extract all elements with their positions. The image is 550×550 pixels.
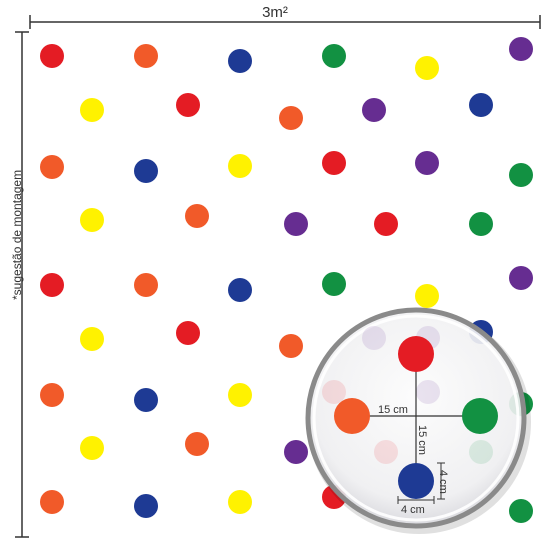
purple-dot (284, 212, 308, 236)
magnifier (305, 307, 531, 534)
green-dot (509, 499, 533, 523)
mounting-suggestion-note: *sugestão de montagem (10, 169, 24, 300)
yellow-dot (415, 56, 439, 80)
orange-dot (279, 334, 303, 358)
red-dot-faded (322, 380, 346, 404)
purple-dot-faded (362, 326, 386, 350)
purple-dot (284, 440, 308, 464)
yellow-dot (228, 490, 252, 514)
blue-dot (469, 93, 493, 117)
green-dot (322, 272, 346, 296)
blue-dot (134, 159, 158, 183)
orange-dot (40, 155, 64, 179)
yellow-dot (228, 154, 252, 178)
dot-height-label: 4 cm (437, 470, 449, 494)
yellow-dot (80, 327, 104, 351)
orange-dot (279, 106, 303, 130)
dot-width-label: 4 cm (401, 504, 425, 516)
red-dot (322, 151, 346, 175)
dot-pattern (40, 37, 533, 523)
blue-dot (134, 494, 158, 518)
magnifier-inner-rim (312, 314, 520, 522)
magnified-green-dot (462, 398, 498, 434)
red-dot (374, 212, 398, 236)
orange-dot (134, 44, 158, 68)
dimension-lines (15, 15, 541, 538)
yellow-dot (228, 383, 252, 407)
green-dot (469, 212, 493, 236)
magnified-blue-dot (398, 463, 434, 499)
purple-dot (362, 98, 386, 122)
red-dot (176, 93, 200, 117)
yellow-dot (80, 436, 104, 460)
orange-dot (185, 432, 209, 456)
blue-dot (134, 388, 158, 412)
magnified-orange-dot (334, 398, 370, 434)
green-dot (322, 44, 346, 68)
red-dot (40, 44, 64, 68)
purple-dot (509, 37, 533, 61)
purple-dot (509, 266, 533, 290)
purple-dot (415, 151, 439, 175)
orange-dot (40, 383, 64, 407)
vertical-spacing-label: 15 cm (416, 425, 428, 455)
purple-dot-faded (416, 380, 440, 404)
red-dot (40, 273, 64, 297)
blue-dot (228, 278, 252, 302)
orange-dot (134, 273, 158, 297)
yellow-dot (415, 284, 439, 308)
magnified-red-dot (398, 336, 434, 372)
yellow-dot (80, 208, 104, 232)
area-label: 3m² (262, 4, 288, 21)
green-dot-faded (469, 440, 493, 464)
red-dot-faded (374, 440, 398, 464)
red-dot (176, 321, 200, 345)
horizontal-spacing-label: 15 cm (378, 404, 408, 416)
yellow-dot (80, 98, 104, 122)
blue-dot (228, 49, 252, 73)
orange-dot (185, 204, 209, 228)
orange-dot (40, 490, 64, 514)
green-dot (509, 163, 533, 187)
